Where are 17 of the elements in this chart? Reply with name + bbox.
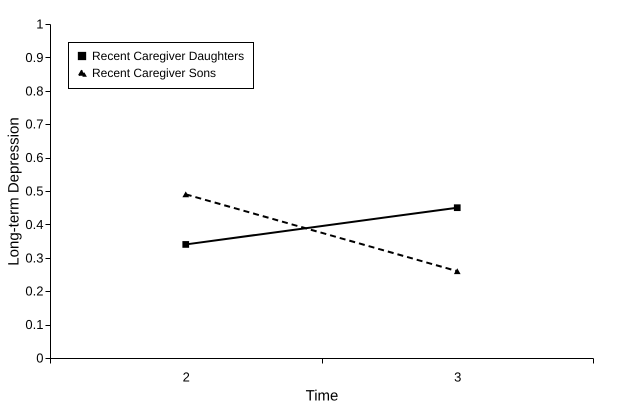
y-tick-label: 0.5: [25, 184, 44, 198]
legend-label: Recent Caregiver Sons: [92, 66, 216, 80]
y-tick-label: 0.8: [25, 83, 44, 98]
y-tick-label: 1: [36, 16, 44, 32]
y-axis-title: Long-term Depression: [5, 117, 22, 266]
y-tick-label: 0.4: [25, 216, 44, 232]
y-tick-label: 0.9: [25, 50, 44, 65]
y-tick-label: 0.6: [25, 150, 44, 166]
y-tick-label: 0.1: [25, 317, 44, 332]
y-tick-label: 0.2: [25, 284, 44, 299]
y-tick-label: 0.3: [25, 250, 44, 266]
legend-label: Recent Caregiver Daughters: [92, 49, 244, 63]
y-tick-label: 0: [36, 350, 44, 366]
x-tick-label: 2: [182, 370, 190, 384]
x-tick-label: 3: [454, 370, 462, 384]
x-axis-title: Time: [306, 388, 338, 404]
y-tick-label: 0.7: [25, 116, 44, 132]
